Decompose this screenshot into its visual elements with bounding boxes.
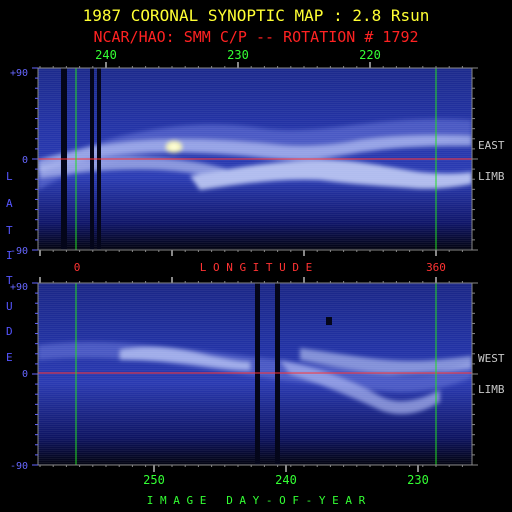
- longitude-tick-0: 0: [74, 261, 81, 274]
- west-side-label-line2: LIMB: [478, 383, 505, 396]
- east-lat-tick-0: 0: [22, 155, 28, 166]
- east-lat-ticks: +90 0 -90: [10, 68, 28, 257]
- west-lat-ticks: +90 0 -90: [10, 282, 28, 472]
- latitude-letter: L: [6, 170, 13, 183]
- top-tick-220: 220: [359, 48, 381, 62]
- data-gap-stripe: [275, 283, 280, 465]
- top-tick-240: 240: [95, 48, 117, 62]
- latitude-letter: T: [6, 274, 13, 287]
- west-lat-tick-minus90: -90: [10, 461, 28, 472]
- longitude-axis-label: L O N G I T U D E: [200, 261, 313, 274]
- bottom-tick-labels: 250 240 230: [143, 473, 429, 487]
- east-side-label-line1: EAST: [478, 139, 505, 152]
- west-lat-tick-plus90: +90: [10, 282, 28, 293]
- map-subtitle: NCAR/HAO: SMM C/P -- ROTATION # 1792: [93, 28, 418, 46]
- latitude-letter: U: [6, 300, 13, 313]
- latitude-letter: A: [6, 197, 13, 210]
- longitude-tick-360: 360: [426, 261, 446, 274]
- west-streamer-belt: [38, 283, 472, 465]
- bottom-tick-250: 250: [143, 473, 165, 487]
- data-gap-stripe: [255, 283, 260, 465]
- west-lat-tick-0: 0: [22, 369, 28, 380]
- latitude-axis-label: L A T I T U D E: [6, 170, 13, 364]
- latitude-letter: T: [6, 224, 13, 237]
- east-side-label-line2: LIMB: [478, 170, 505, 183]
- east-lat-tick-minus90: -90: [10, 246, 28, 257]
- top-tick-230: 230: [227, 48, 249, 62]
- west-side-label-line1: WEST: [478, 352, 505, 365]
- tick-marks: [32, 62, 478, 472]
- west-limb-panel: [37, 282, 473, 466]
- bottom-tick-240: 240: [275, 473, 297, 487]
- top-tick-labels: 240 230 220: [95, 48, 381, 62]
- day-of-year-axis-label: I M A G E D A Y - O F - Y E A R: [147, 494, 366, 507]
- latitude-letter: D: [6, 325, 13, 338]
- east-lat-tick-plus90: +90: [10, 68, 28, 79]
- map-title: 1987 CORONAL SYNOPTIC MAP : 2.8 Rsun: [83, 6, 430, 25]
- latitude-letter: E: [6, 351, 13, 364]
- latitude-letter: I: [6, 249, 13, 262]
- bottom-tick-230: 230: [407, 473, 429, 487]
- data-gap-spot: [326, 317, 332, 325]
- east-limb-panel: [37, 67, 473, 251]
